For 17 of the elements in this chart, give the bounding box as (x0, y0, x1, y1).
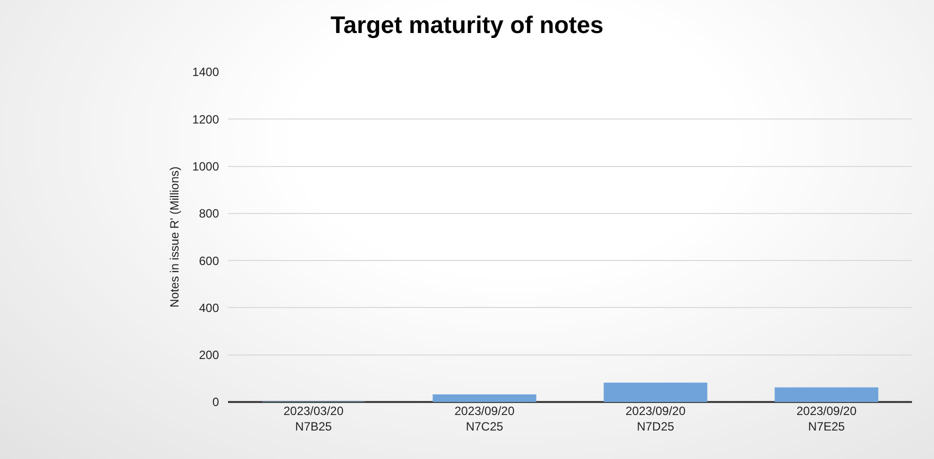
x-tick-label: 2023/03/20 N7B25 (283, 404, 344, 434)
y-tick-label: 600 (198, 254, 220, 268)
y-tick-label: 0 (212, 395, 220, 410)
x-tick-label: 2023/09/20 N7C25 (454, 404, 515, 434)
chart-title: Target maturity of notes (330, 12, 604, 39)
y-tick-label: 800 (198, 206, 220, 221)
y-tick-label: 1000 (192, 159, 220, 174)
y-tick-label: 1200 (192, 112, 220, 126)
x-tick-label: 2023/09/20 N7D25 (625, 404, 686, 434)
y-tick-label: 200 (198, 348, 220, 362)
x-tick-label: 2023/09/20 N7E25 (796, 404, 857, 434)
bar (604, 382, 708, 402)
bar (774, 387, 878, 402)
y-axis-title: Notes in issue R' (Millions) (168, 166, 182, 308)
bar (432, 394, 536, 402)
y-tick-label: 400 (198, 300, 220, 315)
y-tick-label: 1400 (192, 65, 220, 80)
